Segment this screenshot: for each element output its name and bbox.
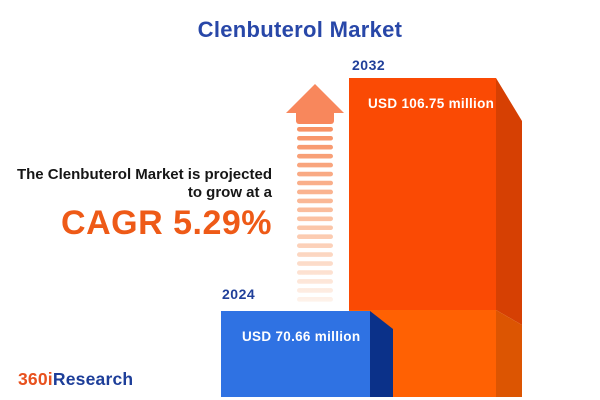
bar-2032 (349, 78, 522, 397)
year-label-2032: 2032 (352, 57, 386, 73)
projection-line2: to grow at a (187, 184, 272, 201)
bar-2024-front (221, 311, 370, 397)
growth-arrow-icon (286, 84, 344, 302)
projection-line1: The Clenbuterol Market is projected (16, 166, 272, 183)
value-label-2024: USD 70.66 million (242, 329, 361, 344)
bar-2032-front-upper (349, 78, 496, 310)
page-title: Clenbuterol Market (197, 17, 403, 42)
year-label-2024: 2024 (222, 286, 256, 302)
bar-2024-side (370, 311, 393, 397)
bar-2032-side-lower (496, 310, 522, 397)
arrow-shoulder (296, 104, 334, 124)
bar-2032-side-upper (496, 78, 522, 325)
bar-2024 (221, 311, 393, 397)
arrow-stripes (297, 127, 333, 302)
logo-part-research: Research (52, 369, 134, 389)
logo-part-360i: 360i (18, 369, 53, 389)
company-logo: 360iResearch (18, 369, 133, 390)
projection-text: The Clenbuterol Market is projected to g… (0, 166, 272, 242)
value-label-2032: USD 106.75 million (368, 96, 495, 111)
cagr-value: CAGR 5.29% (61, 204, 272, 242)
